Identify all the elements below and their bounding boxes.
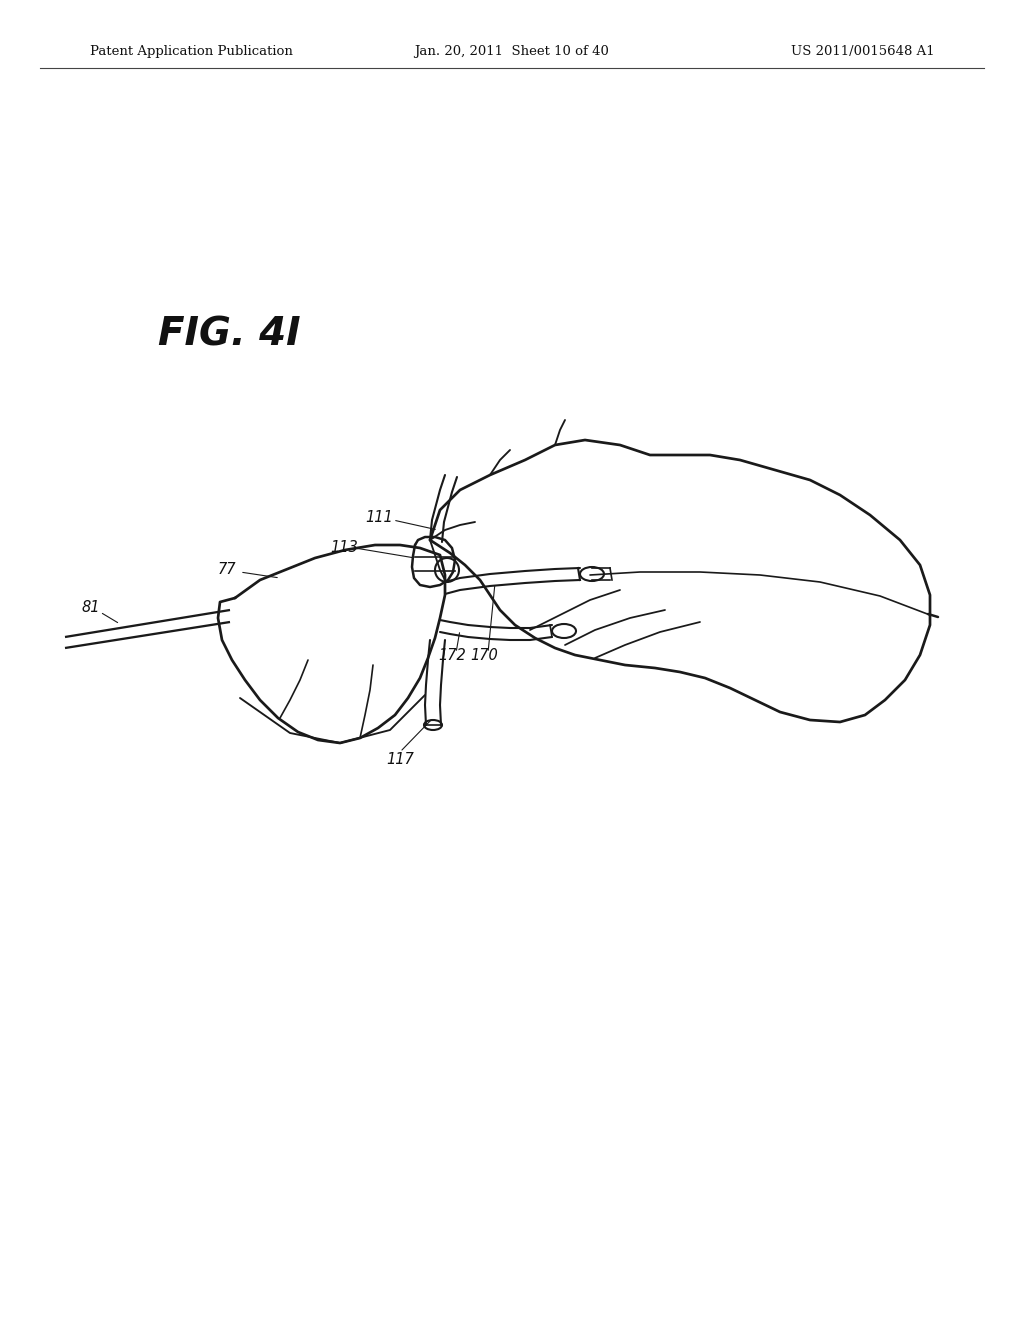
Text: FIG. 4I: FIG. 4I [158,315,301,354]
Text: US 2011/0015648 A1: US 2011/0015648 A1 [792,45,935,58]
Text: 113: 113 [330,540,357,554]
Text: 77: 77 [218,562,237,578]
Text: Jan. 20, 2011  Sheet 10 of 40: Jan. 20, 2011 Sheet 10 of 40 [415,45,609,58]
Text: Patent Application Publication: Patent Application Publication [90,45,293,58]
Text: 117: 117 [386,752,414,767]
Text: 111: 111 [365,511,393,525]
Text: 172: 172 [438,648,466,664]
Text: 170: 170 [470,648,498,664]
Text: 81: 81 [82,601,100,615]
